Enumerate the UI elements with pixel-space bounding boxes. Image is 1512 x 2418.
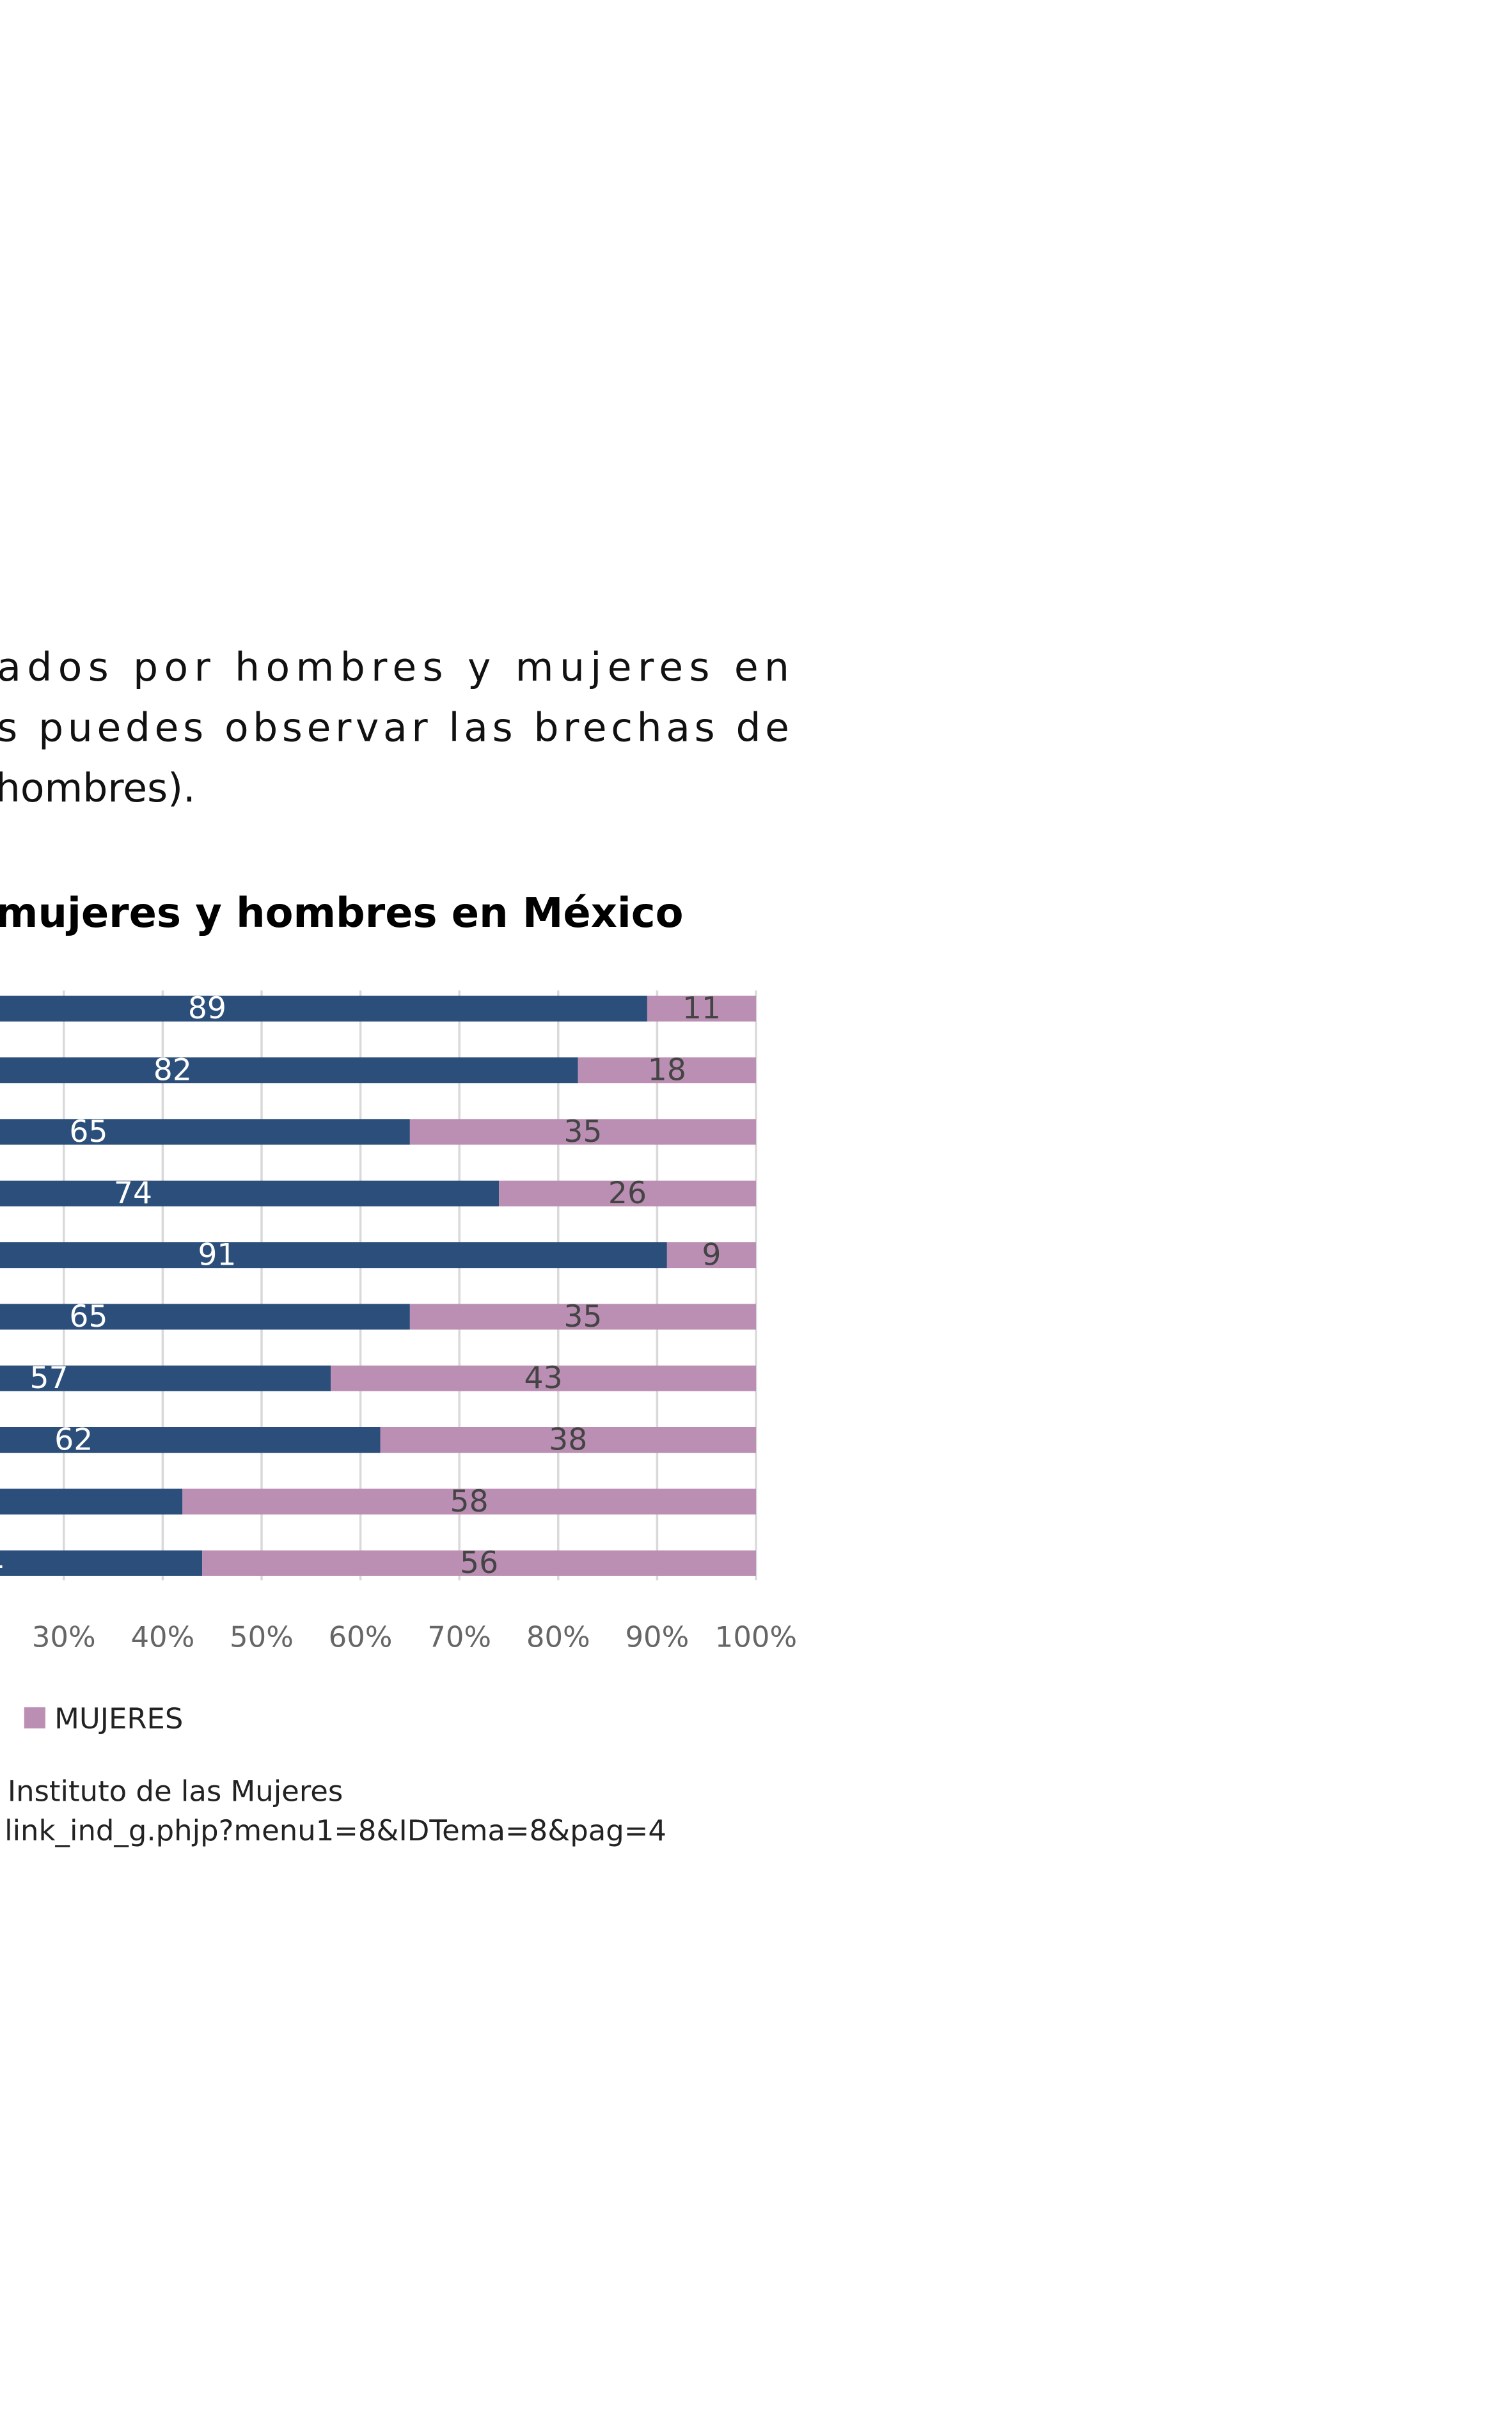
- data-label: 56: [460, 1545, 498, 1581]
- data-label: 44: [0, 1545, 4, 1581]
- source-line: link_ind_g.phjp?menu1=8&IDTema=8&pag=4: [4, 1813, 666, 1847]
- x-tick-label: 40%: [130, 1620, 194, 1654]
- data-label: 62: [54, 1422, 93, 1457]
- data-label: 26: [608, 1176, 647, 1211]
- paragraph-line: hombres).: [0, 766, 196, 811]
- chart-title: mujeres y hombres en México: [0, 890, 684, 937]
- x-tick-label: 50%: [230, 1620, 294, 1654]
- data-label: 65: [69, 1299, 107, 1334]
- data-label: 18: [648, 1052, 686, 1087]
- data-label: 35: [563, 1114, 602, 1150]
- x-tick-label: 100%: [715, 1620, 797, 1654]
- bar-segment: [202, 1550, 756, 1576]
- data-label: 57: [30, 1361, 68, 1396]
- data-label: 9: [702, 1237, 721, 1272]
- bar-segment: [578, 1057, 756, 1084]
- bar-segment: [0, 1119, 410, 1145]
- paragraph-line: s puedes observar las brechas de: [0, 705, 789, 750]
- bar-segment: [380, 1427, 756, 1453]
- source-line: Instituto de las Mujeres: [8, 1774, 343, 1808]
- x-tick-label: 30%: [32, 1620, 96, 1654]
- data-label: 38: [549, 1422, 587, 1457]
- x-tick-label: 60%: [329, 1620, 393, 1654]
- bar-segment: [0, 1180, 500, 1206]
- data-label: 35: [563, 1299, 602, 1334]
- bar-segment: [182, 1489, 757, 1515]
- bar-segment: [331, 1365, 756, 1391]
- bar-segment: [0, 1489, 183, 1515]
- bar-segment: [0, 1057, 578, 1084]
- bar-segment: [0, 1550, 203, 1576]
- data-label: 65: [69, 1114, 107, 1150]
- bar-segment: [499, 1180, 756, 1206]
- data-label: 89: [188, 991, 226, 1026]
- bar-segment: [666, 1242, 756, 1268]
- bar-segment: [0, 1304, 410, 1330]
- bar-segment: [0, 1427, 381, 1453]
- bar-segment: [0, 1365, 331, 1391]
- bar-segment: [0, 995, 647, 1022]
- x-tick-label: 70%: [427, 1620, 491, 1654]
- bar-segment: [409, 1304, 756, 1330]
- legend-swatch: [24, 1707, 45, 1729]
- x-tick-label: 80%: [526, 1620, 590, 1654]
- bar-segment: [0, 1242, 667, 1268]
- bar-segment: [409, 1119, 756, 1145]
- data-label: 58: [450, 1484, 489, 1519]
- data-label: 43: [524, 1361, 563, 1396]
- bar-segment: [647, 995, 756, 1022]
- x-tick-label: 90%: [625, 1620, 689, 1654]
- legend-label: MUJERES: [54, 1702, 183, 1735]
- paragraph-line: ados por hombres y mujeres en: [0, 645, 789, 690]
- data-label: 11: [682, 991, 721, 1026]
- data-label: 82: [154, 1052, 192, 1087]
- data-label: 91: [198, 1237, 236, 1272]
- data-label: 74: [114, 1176, 152, 1211]
